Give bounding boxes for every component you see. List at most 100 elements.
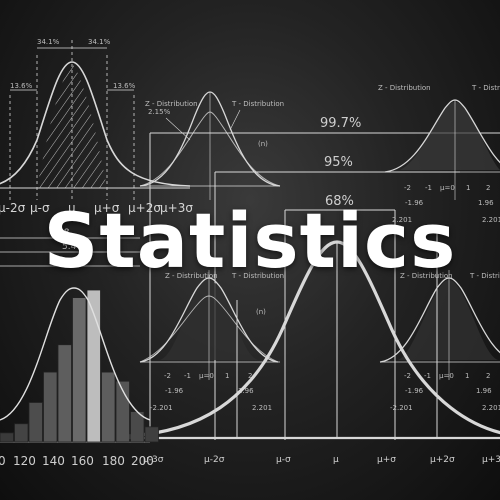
pointer-line	[229, 109, 241, 131]
axis-label: μ+σ	[377, 455, 396, 465]
crit-label: 1.96	[238, 387, 254, 395]
axis-label: 2	[248, 372, 252, 380]
axis-label: μ+3σ	[482, 455, 500, 465]
x-tick-label: 120	[13, 454, 36, 468]
x-tick-label: 200	[131, 454, 154, 468]
histogram-bars	[0, 287, 159, 443]
axis-label: μ=0	[199, 372, 214, 380]
top-left-bell-curve: 34.1% 34.1% 13.6% 13.6% μ-2σ μ-σ μ μ+σ μ…	[0, 38, 193, 267]
histogram-bar	[14, 423, 29, 443]
big-bell-axis-labels: μ-3σ μ-2σ μ-σ μ μ+σ μ+2σ μ+3σ	[143, 455, 500, 465]
top-right-zt-curves: Z - Distribution T - Distribution -2 -1 …	[378, 84, 500, 224]
crit-label: -1.96	[405, 199, 424, 207]
t-distribution-label: T - Distribution	[231, 272, 284, 280]
x-tick-label: 140	[42, 454, 65, 468]
histogram: 0 120 140 160 180 200	[0, 287, 159, 468]
axis-label: μ	[333, 455, 339, 465]
axis-label: -2	[164, 372, 171, 380]
z-distribution-label: Z - Distribution	[145, 100, 198, 108]
axis-label: μ+3σ	[160, 201, 193, 215]
axis-label: 2	[486, 184, 490, 192]
crit-label: 2.201	[252, 404, 272, 412]
axis-label: 1	[465, 372, 469, 380]
histogram-bar	[0, 432, 14, 443]
crit-label: -2.201	[150, 404, 173, 412]
t-distribution-label: T - Distribution	[471, 84, 500, 92]
axis-label: μ-2σ	[204, 455, 225, 465]
top-left-dashed-lines	[9, 40, 135, 200]
crit-label: 2.201	[482, 404, 500, 412]
histogram-bar	[144, 426, 159, 443]
crit-label: 2.201	[482, 216, 500, 224]
range-label-c: 9	[58, 256, 64, 266]
pct-label-d: 13.6%	[113, 82, 136, 90]
top-left-brackets	[10, 47, 134, 91]
histogram-bell-outline	[0, 287, 151, 421]
range-label-997: 99.7%	[320, 116, 361, 131]
axis-label: μ-3σ	[143, 455, 164, 465]
axis-label: μ-σ	[30, 201, 50, 215]
n-label: (n)	[256, 308, 266, 316]
axis-label: -2	[404, 184, 411, 192]
axis-label: μ+σ	[94, 201, 120, 215]
axis-label: μ-2σ	[0, 201, 26, 215]
axis-label: -1	[424, 372, 431, 380]
mid-right-axis-labels: -2 -1 μ=0 1 2	[404, 372, 490, 380]
z-distribution-label: Z - Distribution	[400, 272, 453, 280]
n-label: (n)	[258, 140, 268, 148]
x-tick-label: 160	[71, 454, 94, 468]
axis-label: μ+2σ	[430, 455, 455, 465]
x-tick-label: 0	[0, 454, 6, 468]
x-tick-label: 180	[102, 454, 125, 468]
z-distribution-label: Z - Distribution	[165, 272, 218, 280]
t-distribution-label: T - Distribution	[231, 100, 284, 108]
top-right-axis-labels: -2 -1 μ=0 1 2	[404, 184, 490, 192]
top-left-axis-labels: μ-2σ μ-σ μ μ+σ μ+2σ μ+3σ	[0, 201, 193, 215]
crit-label: -2.201	[390, 404, 413, 412]
axis-label: 1	[466, 184, 470, 192]
axis-label: μ-σ	[276, 455, 291, 465]
t-distribution-label: T - Distribution	[469, 272, 500, 280]
histogram-bar	[28, 402, 43, 443]
mid-middle-axis-labels: -2 -1 μ=0 1 2	[164, 372, 252, 380]
range-label-a: 68	[58, 228, 70, 238]
top-left-range-lines	[0, 237, 140, 267]
axis-label: μ	[68, 201, 76, 215]
range-label-68: 68%	[325, 194, 354, 209]
top-middle-zt-curves: Z - Distribution T - Distribution (n) 2.…	[139, 91, 284, 200]
histogram-bar	[72, 297, 87, 443]
crit-label: -1.96	[165, 387, 184, 395]
histogram-bar	[101, 371, 116, 443]
pct-label-b: 34.1%	[88, 38, 111, 46]
histogram-x-ticks: 0 120 140 160 180 200	[0, 454, 154, 468]
crit-label: 2.201	[392, 216, 412, 224]
mid-right-shade	[398, 280, 498, 360]
axis-label: 1	[225, 372, 229, 380]
pct-label-a: 34.1%	[37, 38, 60, 46]
z-distribution-label: Z - Distribution	[378, 84, 431, 92]
big-bell-curve: μ-3σ μ-2σ μ-σ μ μ+σ μ+2σ μ+3σ	[125, 230, 500, 465]
top-right-shade	[400, 102, 500, 170]
crit-label: 1.96	[476, 387, 492, 395]
axis-label: -2	[404, 372, 411, 380]
crit-label: 1.96	[478, 199, 494, 207]
pct-label-c: 13.6%	[10, 82, 33, 90]
pointer-line	[165, 117, 191, 141]
histogram-bar	[57, 344, 72, 443]
axis-label: 2	[486, 372, 490, 380]
axis-label: -1	[184, 372, 191, 380]
range-label-b: 5.4 %	[62, 242, 88, 252]
range-label-95: 95%	[324, 155, 353, 170]
histogram-bar	[43, 371, 58, 443]
mid-middle-zt-curves: Z - Distribution T - Distribution (n) -2…	[139, 270, 284, 412]
histogram-bar	[86, 289, 101, 443]
axis-label: μ=0	[439, 372, 454, 380]
mid-right-zt-curves: Z - Distribution T - Distribution -2 -1 …	[379, 270, 500, 412]
axis-label: μ+2σ	[128, 201, 161, 215]
small-value-label: 2.15%	[148, 108, 171, 116]
crit-label: -1.96	[405, 387, 424, 395]
axis-label: -1	[425, 184, 432, 192]
axis-label: μ=0	[440, 184, 455, 192]
